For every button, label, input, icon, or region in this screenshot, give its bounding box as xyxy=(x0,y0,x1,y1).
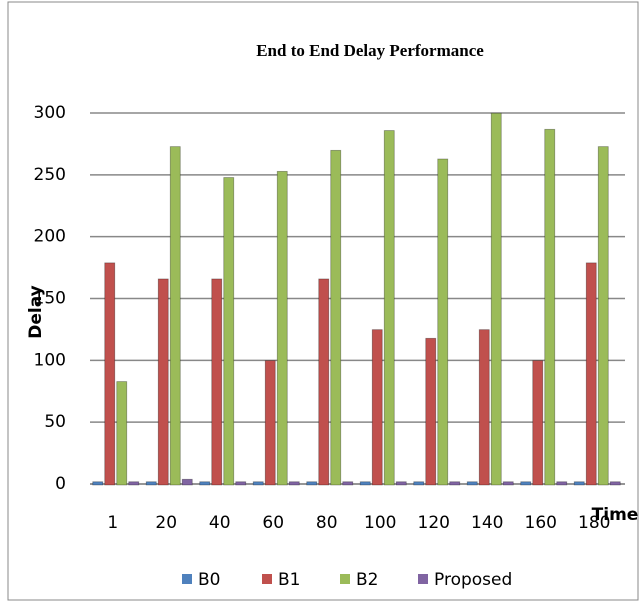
legend-label: B0 xyxy=(198,570,220,590)
bar xyxy=(157,278,169,486)
bar xyxy=(502,481,514,486)
bar xyxy=(383,130,395,486)
bar xyxy=(318,278,330,486)
x-tick-label: 180 xyxy=(578,513,610,533)
bar xyxy=(252,481,264,486)
bar xyxy=(223,177,235,486)
bar xyxy=(371,329,383,486)
bar xyxy=(609,481,621,486)
bar xyxy=(413,481,425,486)
bar xyxy=(585,262,597,486)
y-tick-label: 150 xyxy=(34,289,66,309)
y-tick-label: 300 xyxy=(34,103,66,123)
bar xyxy=(128,481,140,486)
x-tick-label: 60 xyxy=(262,513,284,533)
bar xyxy=(104,262,116,486)
bar xyxy=(478,329,490,486)
y-tick-label: 250 xyxy=(34,165,66,185)
bar xyxy=(520,481,532,486)
bar xyxy=(490,112,502,486)
chart-title: End to End Delay Performance xyxy=(256,41,484,60)
legend-swatch xyxy=(262,574,272,584)
bar xyxy=(306,481,318,486)
bar xyxy=(169,146,181,486)
bar xyxy=(466,481,478,486)
y-axis-label: Delay xyxy=(26,285,46,339)
y-tick-label: 0 xyxy=(55,474,66,494)
x-tick-label: 140 xyxy=(471,513,503,533)
bar xyxy=(437,158,449,486)
legend-label: B1 xyxy=(278,570,300,590)
y-tick-label: 200 xyxy=(34,227,66,247)
x-tick-label: 120 xyxy=(418,513,450,533)
bar xyxy=(425,337,437,486)
x-tick-label: 1 xyxy=(107,513,118,533)
bar xyxy=(211,278,223,486)
legend-label: Proposed xyxy=(434,570,512,590)
bar xyxy=(532,360,544,486)
bar xyxy=(116,381,128,486)
x-tick-label: 160 xyxy=(525,513,557,533)
bar xyxy=(556,481,568,486)
bar xyxy=(330,149,342,486)
bar xyxy=(199,481,211,486)
bar xyxy=(145,481,157,486)
bar xyxy=(288,481,300,486)
legend-swatch xyxy=(340,574,350,584)
x-tick-label: 40 xyxy=(209,513,231,533)
bar xyxy=(573,481,585,486)
bar xyxy=(342,481,354,486)
y-tick-label: 50 xyxy=(44,412,66,432)
bar xyxy=(597,146,609,486)
legend-swatch xyxy=(182,574,192,584)
bar xyxy=(276,170,288,486)
legend-label: B2 xyxy=(356,570,378,590)
x-tick-label: 80 xyxy=(316,513,338,533)
bar xyxy=(395,481,407,486)
legend-swatch xyxy=(418,574,428,584)
bar xyxy=(544,128,556,486)
bar xyxy=(181,478,193,486)
bar xyxy=(264,360,276,486)
x-axis-label: Time xyxy=(592,505,639,525)
bar xyxy=(359,481,371,486)
bar xyxy=(92,481,104,486)
x-tick-label: 20 xyxy=(155,513,177,533)
bar xyxy=(235,481,247,486)
x-tick-label: 100 xyxy=(364,513,396,533)
bar xyxy=(449,481,461,486)
y-tick-label: 100 xyxy=(34,350,66,370)
